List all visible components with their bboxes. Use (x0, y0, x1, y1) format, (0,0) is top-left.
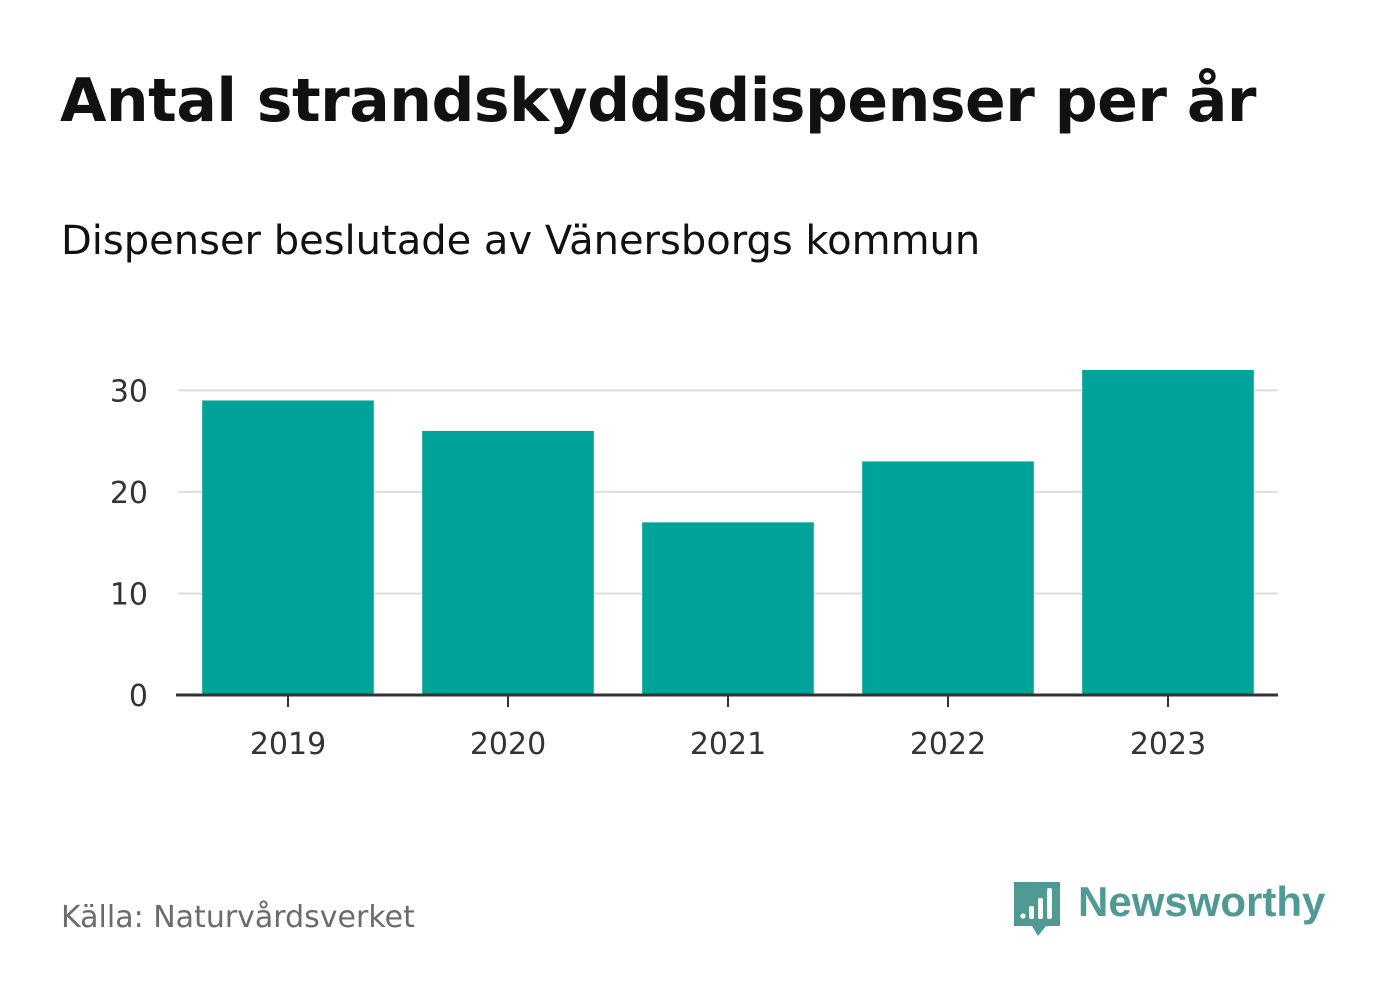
bar-2021[interactable] (642, 522, 814, 695)
brand-name: Newsworthy (1078, 878, 1326, 925)
bar-2019[interactable] (202, 400, 374, 695)
y-tick-label: 0 (129, 679, 148, 714)
y-tick-label: 20 (110, 476, 148, 511)
bars (202, 370, 1254, 695)
x-tick-label: 2023 (1130, 727, 1206, 762)
axes: 0 10 20 30 2019 2020 2021 2022 2023 (110, 374, 1278, 762)
x-tick-label: 2021 (690, 727, 766, 762)
y-tick-label: 10 (110, 577, 148, 612)
x-tick-label: 2022 (910, 727, 986, 762)
bar-2022[interactable] (862, 461, 1034, 695)
chart-title: Antal strandskyddsdispenser per år (60, 66, 1256, 136)
y-tick-label: 30 (110, 374, 148, 409)
bar-2020[interactable] (422, 430, 594, 695)
newsworthy-logo-icon (1014, 882, 1060, 936)
source-note: Källa: Naturvårdsverket (61, 900, 415, 935)
bar-2023[interactable] (1082, 370, 1254, 695)
newsworthy-logo[interactable]: Newsworthy (1012, 878, 1326, 940)
x-tick-label: 2019 (250, 727, 326, 762)
chart-subtitle: Dispenser beslutade av Vänersborgs kommu… (61, 218, 981, 264)
x-tick-label: 2020 (470, 727, 546, 762)
